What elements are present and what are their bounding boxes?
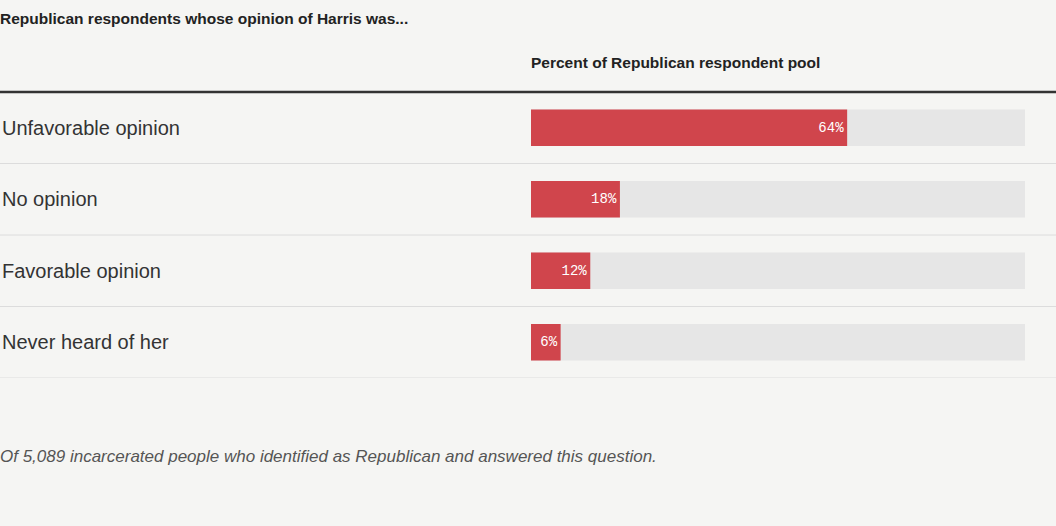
svg-text:18%: 18% bbox=[591, 191, 617, 207]
svg-text:64%: 64% bbox=[818, 120, 844, 136]
svg-text:No opinion: No opinion bbox=[2, 188, 98, 210]
html-text:Republican respondents whose o: Republican respondents whose opinion of … bbox=[0, 10, 409, 27]
svg-text:Favorable opinion: Favorable opinion bbox=[2, 260, 161, 282]
svg-text:Never heard of her: Never heard of her bbox=[2, 331, 169, 353]
html-text:Of 5,089 incarcerated people w: Of 5,089 incarcerated people who identif… bbox=[0, 447, 657, 466]
svg-text:Unfavorable opinion: Unfavorable opinion bbox=[2, 117, 180, 139]
svg-text:6%: 6% bbox=[540, 334, 557, 350]
svg-text:12%: 12% bbox=[561, 263, 587, 279]
html-text:Percent of Republican responde: Percent of Republican respondent pool bbox=[531, 54, 821, 71]
